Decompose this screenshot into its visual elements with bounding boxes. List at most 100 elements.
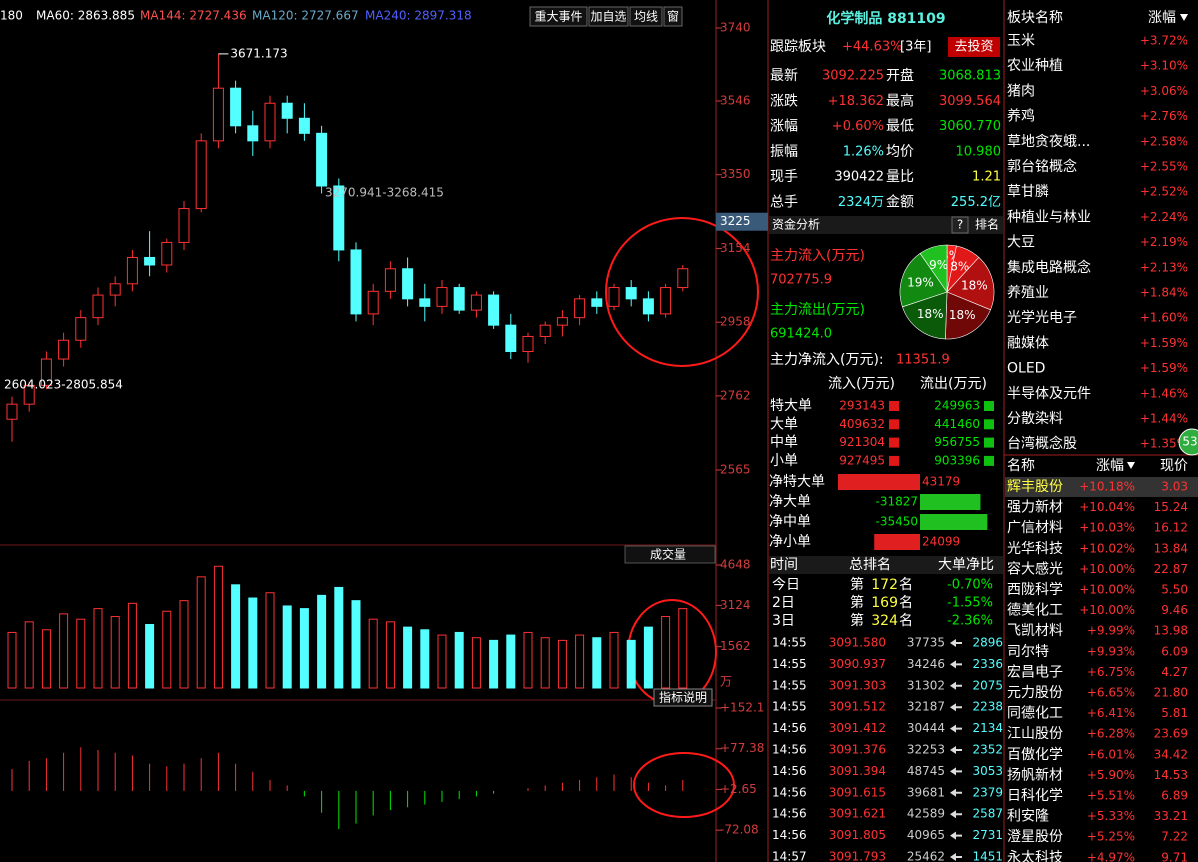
candle-body: [75, 317, 87, 341]
indicator-button-label: 指标说明: [659, 690, 707, 705]
candle-body: [40, 358, 52, 386]
candle-body: [453, 287, 465, 311]
candle-body: [642, 298, 654, 315]
stock-name[interactable]: 江山股份: [1007, 726, 1063, 742]
y-tick-label: 3154: [720, 241, 751, 255]
rank-period: 2日: [772, 595, 795, 611]
toolbar-button-label: 窗: [667, 10, 679, 24]
quote-label: 最高: [886, 92, 914, 109]
stock-name[interactable]: 宏昌电子: [1007, 664, 1063, 680]
sector-name: 猪肉: [1007, 83, 1035, 99]
y-tick-label: 3350: [720, 167, 751, 181]
stock-name[interactable]: 司尔特: [1007, 644, 1049, 660]
candle-body: [92, 294, 104, 319]
y-tick-label: 3124: [720, 598, 751, 612]
tick-price: 3091.303: [829, 678, 886, 692]
stock-header: 名称: [1007, 458, 1035, 474]
candle-body: [298, 117, 310, 134]
flow-in: 921304: [839, 435, 885, 449]
stock-name[interactable]: 西陇科学: [1007, 582, 1063, 598]
net-bar: [920, 494, 981, 510]
selected-row: [1005, 477, 1198, 497]
stock-name[interactable]: 强力新材: [1007, 500, 1063, 516]
stock-name[interactable]: 永太科技: [1007, 850, 1063, 862]
volume-bar: [231, 584, 241, 689]
stock-name[interactable]: 广信材料: [1007, 520, 1063, 536]
quote-value: 390422: [834, 170, 884, 185]
badge-label: 53: [1182, 435, 1197, 449]
y-tick-label: 4648: [720, 558, 751, 572]
rank-prefix: 第: [850, 576, 864, 593]
indicator-button[interactable]: [653, 688, 713, 707]
flow-swatch: [889, 455, 899, 466]
y-tick-label: +152.1: [720, 701, 764, 715]
sector-name: 种植业与林业: [1007, 209, 1091, 225]
rank-suffix: 名: [899, 577, 913, 593]
pie-label: 9%: [929, 258, 948, 272]
volume-selector[interactable]: [624, 545, 716, 564]
stock-name[interactable]: 飞凯材料: [1007, 623, 1063, 639]
stock-name[interactable]: 百傲化学: [1007, 747, 1063, 763]
rank-button: 排名: [975, 217, 999, 232]
stock-name[interactable]: 容大感光: [1007, 560, 1063, 577]
toolbar-button-label: 加自选: [590, 10, 626, 24]
stock-name[interactable]: 日科化学: [1007, 788, 1063, 804]
candle-body: [230, 87, 242, 127]
tick-volume: 34246: [907, 657, 945, 671]
candle-body: [470, 294, 482, 311]
net-row-label: 净特大单: [769, 474, 825, 490]
y-tick-label: 2565: [720, 463, 751, 477]
sector-change: +1.84%: [1140, 286, 1188, 300]
volume-bar: [59, 613, 69, 689]
volume-bar: [179, 600, 189, 689]
toolbar-button[interactable]: [529, 6, 588, 27]
sector-name: 融媒体: [1007, 335, 1049, 351]
stock-change: +5.25%: [1087, 830, 1135, 844]
invest-button[interactable]: [948, 37, 1000, 57]
stock-change: +10.00%: [1079, 603, 1135, 617]
tick-price: 3091.621: [829, 807, 886, 821]
stock-price: 15.24: [1154, 500, 1188, 514]
volume-bar: [506, 634, 516, 689]
section-title: 资金分析: [772, 217, 820, 232]
tick-time: 14:56: [772, 743, 807, 757]
highlight-circle: [633, 752, 735, 818]
stock-change: +10.18%: [1079, 480, 1135, 494]
stock-name[interactable]: 利安隆: [1007, 809, 1049, 825]
range-annotation: 3270.941-3268.415: [325, 186, 444, 200]
stock-name[interactable]: 辉丰股份: [1007, 479, 1063, 495]
candle-body: [539, 324, 551, 337]
stock-name[interactable]: 元力股份: [1007, 685, 1063, 701]
sector-name: 半导体及元件: [1007, 386, 1091, 402]
stock-price: 21.80: [1154, 686, 1188, 700]
stock-name[interactable]: 扬帆新材: [1007, 767, 1063, 783]
candle-body: [144, 256, 156, 266]
stock-name[interactable]: 德美化工: [1007, 603, 1063, 619]
candle-body: [350, 249, 362, 315]
tick-count: 3053: [972, 764, 1003, 778]
tick-arrow: [950, 703, 962, 712]
toolbar-button[interactable]: [663, 6, 683, 27]
tick-arrow: [950, 853, 962, 861]
volume-bar: [76, 618, 86, 689]
sector-header: 涨幅: [1148, 10, 1176, 26]
stock-name[interactable]: 澄星股份: [1007, 829, 1063, 845]
toolbar-button[interactable]: [629, 6, 663, 27]
sector-change: +3.06%: [1140, 84, 1188, 98]
stock-price: 34.42: [1154, 747, 1188, 761]
tick-arrow: [950, 724, 962, 733]
flow-out: 441460: [934, 417, 980, 431]
flow-in: 293143: [839, 399, 885, 413]
rank-ratio: -2.36%: [947, 614, 993, 629]
net-value: 11351.9: [896, 353, 950, 368]
flow-swatch: [889, 437, 899, 448]
toolbar-button-label: 均线: [634, 10, 658, 24]
stock-name[interactable]: 光华科技: [1007, 541, 1063, 557]
stock-name[interactable]: 同德化工: [1007, 706, 1063, 722]
volume-bar: [248, 597, 258, 689]
quote-value: +0.60%: [832, 119, 884, 134]
volume-bar: [557, 639, 567, 689]
toolbar-button[interactable]: [588, 6, 629, 27]
tick-price: 3091.615: [829, 785, 886, 799]
help-button[interactable]: [951, 216, 969, 234]
